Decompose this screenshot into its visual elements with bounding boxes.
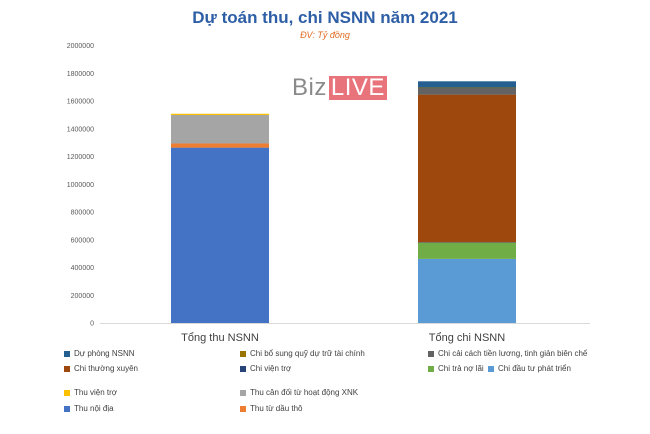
legend-swatch	[240, 405, 246, 412]
bar-segment-thu-can-doi-tu-hoat-dong-xnk	[171, 115, 269, 144]
x-category-label: Tổng thu NSNN	[181, 332, 259, 344]
legend-swatch	[240, 389, 246, 396]
legend-swatch	[428, 350, 434, 357]
legend-item: Chi thường xuyên	[64, 364, 138, 373]
x-category-label: Tổng chi NSNN	[429, 332, 505, 344]
y-axis: 0 200000 400000 600000 800000 1000000 1200000 1…	[67, 43, 94, 328]
legend-item: Chi đầu tư phát triển	[488, 364, 571, 373]
legend-label: Thu từ dầu thô	[250, 404, 303, 413]
legend-item: Chi viện trợ	[240, 364, 291, 373]
legend-item: Dự phòng NSNN	[64, 349, 135, 358]
legend-item: Thu từ dầu thô	[240, 404, 303, 413]
legend-item: Thu viện trợ	[64, 388, 117, 397]
y-tick-label: 800000	[71, 210, 94, 217]
y-tick-label: 1200000	[67, 154, 94, 161]
legend-swatch	[240, 350, 246, 357]
y-tick-label: 200000	[71, 293, 94, 300]
y-tick-label: 1600000	[67, 99, 94, 106]
legend-label: Chi cải cách tiền lương, tinh giản biên …	[438, 349, 588, 358]
legend-label: Thu nội địa	[74, 404, 114, 413]
bar-segment-chi-bo-sung-quy-du-tru-tai-chinh	[418, 87, 516, 89]
bar-segment-chi-tra-no-lai	[418, 242, 516, 259]
legend-item: Chi trả nợ lãi	[428, 364, 484, 373]
legend-swatch	[64, 350, 70, 357]
bar-segment-chi-vien-tro	[418, 242, 516, 243]
bar-segment-thu-vien-tro	[171, 113, 269, 116]
chart-subtitle: ĐV: Tỷ đồng	[300, 30, 350, 40]
y-tick-label: 1400000	[67, 126, 94, 133]
bar-segment-thu-tu-dau-tho	[171, 143, 269, 148]
bizlive-watermark-logo: Biz LIVE	[292, 76, 387, 100]
legend-swatch	[240, 365, 246, 372]
legend-label: Dự phòng NSNN	[74, 349, 135, 358]
y-tick-label: 2000000	[67, 43, 94, 50]
legend-label: Chi bổ sung quỹ dự trữ tài chính	[250, 349, 365, 358]
watermark-biz-text: Biz	[292, 74, 327, 101]
y-tick-label: 600000	[71, 237, 94, 244]
bar-segment-chi-dau-tu-phat-trien	[418, 258, 516, 323]
y-tick-label: 400000	[71, 265, 94, 272]
legend-swatch	[64, 365, 70, 372]
legend-swatch	[64, 389, 70, 396]
legend-label: Chi đầu tư phát triển	[498, 364, 571, 373]
legend-label: Thu viện trợ	[74, 388, 118, 397]
legend-label: Chi thường xuyên	[74, 364, 138, 373]
bar-segment-chi-cai-cach-tien-luong-tinh-gian-bien-che	[418, 87, 516, 95]
legend-swatch	[64, 405, 70, 412]
chart-title: Dự toán thu, chi NSNN năm 2021	[192, 8, 458, 27]
legend-item: Thu nội địa	[64, 404, 114, 413]
legend-item: Chi cải cách tiền lương, tinh giản biên …	[428, 349, 587, 358]
x-axis: Tổng thu NSNN Tổng chi NSNN	[181, 332, 505, 344]
legend-label: Chi viện trợ	[250, 364, 292, 373]
legend-swatch	[488, 365, 494, 372]
y-tick-label: 0	[90, 321, 94, 328]
y-tick-label: 1800000	[67, 71, 94, 78]
bar-stacks	[171, 81, 516, 323]
legend-swatch	[428, 365, 434, 372]
legend-label: Thu cân đối từ hoạt động XNK	[250, 388, 359, 397]
watermark-live-text: LIVE	[328, 74, 387, 101]
bar-segment-chi-thuong-xuyen	[418, 94, 516, 243]
bar-segment-du-phong-nsnn	[418, 81, 516, 88]
legend-label: Chi trả nợ lãi	[438, 364, 484, 373]
legend-item: Chi bổ sung quỹ dự trữ tài chính	[240, 349, 365, 358]
legend-item: Thu cân đối từ hoạt động XNK	[240, 388, 358, 397]
bar-segment-thu-noi-dia	[171, 147, 269, 323]
y-tick-label: 1000000	[67, 182, 94, 189]
